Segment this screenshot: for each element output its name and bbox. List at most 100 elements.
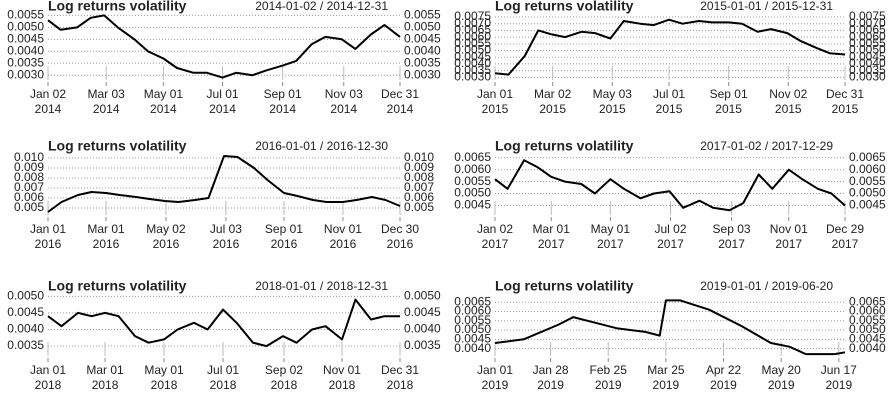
y-tick-label: 0.0040: [454, 341, 491, 355]
x-tick-label: Feb 25 2019: [589, 363, 627, 392]
x-tick-label: May 01 2017: [590, 222, 631, 251]
y-tick-label: 0.0065: [454, 23, 491, 37]
y-tick-label: 0.0050: [454, 43, 491, 57]
y2-tick-label: 0.0035: [849, 63, 886, 77]
y2-tick-label: 0.0045: [404, 31, 441, 45]
y2-tick-label: 0.0060: [849, 162, 886, 176]
y-tick-label: 0.0060: [454, 29, 491, 43]
y-tick-label: 0.0055: [7, 8, 44, 22]
y2-tick-label: 0.0035: [404, 55, 441, 69]
y2-tick-label: 0.0045: [849, 331, 886, 345]
y-tick-label: 0.007: [14, 180, 44, 194]
y-tick-label: 0.0070: [454, 16, 491, 30]
y-tick-label: 0.009: [14, 160, 44, 174]
y-tick-label: 0.0045: [454, 331, 491, 345]
y-tick-label: 0.006: [14, 190, 44, 204]
y-tick-label: 0.0050: [454, 322, 491, 336]
x-tick-label: Nov 02 2015: [769, 87, 808, 116]
y2-tick-label: 0.0055: [849, 36, 886, 50]
chart-subtitle: 2018-01-01 / 2018-12-31: [255, 279, 388, 293]
volatility-line: [47, 155, 401, 213]
x-tick-label: Sep 03 2017: [712, 222, 751, 251]
x-tick-label: Nov 01 2018: [322, 363, 361, 392]
y2-tick-label: 0.0060: [849, 304, 886, 318]
x-tick-label: Jan 01 2015: [476, 87, 514, 116]
x-tick-label: Nov 03 2014: [324, 87, 363, 116]
x-tick-label: Sep 01 2014: [263, 87, 302, 116]
y-tick-label: 0.0045: [7, 31, 44, 45]
x-tick-label: Mar 01 2016: [87, 222, 125, 251]
y-tick-label: 0.0040: [454, 56, 491, 70]
x-tick-label: Nov 01 2016: [323, 222, 362, 251]
x-tick-label: Jul 01 2018: [207, 363, 240, 392]
x-tick-label: Mar 25 2019: [647, 363, 685, 392]
x-tick-label: Nov 01 2017: [769, 222, 808, 251]
y-tick-label: 0.0035: [454, 63, 491, 77]
x-tick-label: Jan 01 2016: [29, 222, 67, 251]
x-tick-label: Dec 30 2016: [380, 222, 420, 251]
x-tick-label: Jan 01 2019: [476, 363, 514, 392]
y-tick-label: 0.005: [14, 200, 44, 214]
x-tick-label: Sep 01 2015: [709, 87, 748, 116]
chart-subtitle: 2017-01-02 / 2017-12-29: [700, 139, 833, 153]
y-tick-label: 0.0040: [7, 43, 44, 57]
y2-tick-label: 0.0050: [404, 288, 441, 302]
x-tick-label: Sep 01 2016: [264, 222, 303, 251]
x-tick-label: Jul 03 2016: [209, 222, 242, 251]
y-tick-label: 0.0030: [454, 69, 491, 83]
chart-subtitle: 2015-01-01 / 2015-12-31: [700, 0, 833, 13]
y2-tick-label: 0.0030: [849, 69, 886, 83]
y-tick-label: 0.0055: [454, 36, 491, 50]
y2-tick-label: 0.008: [404, 170, 434, 184]
x-tick-label: Jan 01 2018: [29, 363, 67, 392]
chart-subtitle: 2014-01-02 / 2014-12-31: [255, 0, 388, 13]
x-tick-label: Jan 02 2014: [29, 87, 67, 116]
chart-title: Log returns volatility: [495, 0, 634, 14]
y2-tick-label: 0.0030: [404, 67, 441, 81]
y2-tick-label: 0.0065: [849, 23, 886, 37]
volatility-line: [494, 18, 846, 76]
x-tick-label: Dec 31 2018: [380, 363, 420, 392]
y2-tick-label: 0.007: [404, 180, 434, 194]
chart-title: Log returns volatility: [48, 278, 187, 294]
y2-tick-label: 0.0045: [404, 305, 441, 319]
y2-tick-label: 0.0040: [849, 341, 886, 355]
y2-tick-label: 0.006: [404, 190, 434, 204]
y2-tick-label: 0.0075: [849, 9, 886, 23]
chart-title: Log returns volatility: [48, 0, 187, 14]
x-tick-label: May 02 2016: [146, 222, 186, 251]
y2-tick-label: 0.0055: [849, 174, 886, 188]
x-tick-label: Dec 31 2015: [825, 87, 865, 116]
x-tick-label: May 03 2015: [592, 87, 632, 116]
x-tick-label: Mar 02 2015: [534, 87, 572, 116]
y-tick-label: 0.0045: [454, 49, 491, 63]
y-tick-label: 0.008: [14, 170, 44, 184]
y2-tick-label: 0.0070: [849, 16, 886, 30]
y2-tick-label: 0.005: [404, 200, 434, 214]
y2-tick-label: 0.009: [404, 160, 434, 174]
x-tick-label: Jul 01 2014: [206, 87, 239, 116]
x-tick-label: May 20 2019: [761, 363, 801, 392]
y-tick-label: 0.0065: [454, 150, 491, 164]
volatility-line: [47, 298, 400, 348]
y2-tick-label: 0.0050: [404, 20, 441, 34]
y-tick-label: 0.0035: [7, 338, 44, 352]
chart-subtitle: 2019-01-01 / 2019-06-20: [700, 279, 833, 293]
x-tick-label: Mar 03 2014: [87, 87, 125, 116]
x-tick-label: Dec 31 2014: [380, 87, 420, 116]
y2-tick-label: 0.0055: [849, 313, 886, 327]
x-tick-label: Mar 01 2018: [86, 363, 124, 392]
y-tick-label: 0.0060: [454, 162, 491, 176]
volatility-line: [494, 159, 846, 212]
volatility-line: [494, 299, 846, 356]
y-tick-label: 0.0045: [454, 198, 491, 212]
y2-tick-label: 0.010: [404, 150, 434, 164]
y-tick-label: 0.0050: [7, 20, 44, 34]
x-tick-label: May 01 2018: [144, 363, 184, 392]
y-tick-label: 0.0035: [7, 55, 44, 69]
x-tick-label: Mar 01 2017: [532, 222, 570, 251]
y2-tick-label: 0.0040: [404, 322, 441, 336]
y2-tick-label: 0.0045: [849, 49, 886, 63]
